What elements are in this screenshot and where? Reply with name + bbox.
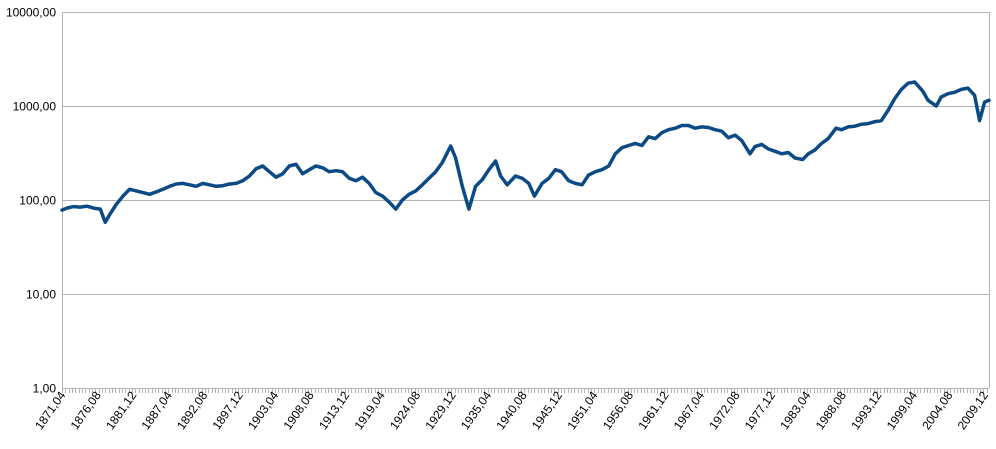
x-tick-label: 1967,04 [671,388,708,432]
x-tick-label: 1881,12 [103,388,140,432]
x-tick-label: 1892,08 [174,388,211,432]
y-tick-label: 1,00 [33,382,57,396]
x-tick-label: 1961,12 [635,388,672,432]
x-tick-label: 2004,08 [919,388,956,432]
series-line [60,80,991,224]
x-tick-label: 1951,04 [564,388,601,432]
x-tick-label: 1897,12 [210,388,247,432]
y-tick-label: 10000,00 [6,6,56,20]
x-tick-label: 1945,12 [529,388,566,432]
series-layer [60,80,991,224]
x-tick-label: 2009,12 [955,388,992,432]
x-tick-label: 1924,08 [387,388,424,432]
x-tick-label: 1999,04 [884,388,921,432]
axes [62,12,990,393]
x-tick-label: 1908,08 [280,388,317,432]
x-tick-label: 1903,04 [245,388,282,432]
x-tick-label: 1887,04 [139,388,176,432]
x-tick-label: 1972,08 [706,388,743,432]
x-tick-label: 1876,08 [68,388,105,432]
x-tick-label: 1983,04 [777,388,814,432]
y-axis-tick-labels: 1,00 10,00 100,00 1000,00 10000,00 [6,6,56,396]
y-tick-label: 10,00 [26,288,56,302]
x-tick-label: 1913,12 [316,388,353,432]
x-tick-label: 1929,12 [422,388,459,432]
x-tick-label: 1956,08 [600,388,637,432]
y-tick-label: 100,00 [19,194,56,208]
x-tick-label: 1935,04 [458,388,495,432]
x-axis-tick-labels: 1871,04 1876,08 1881,12 1887,04 1892,08 1897,… [32,388,991,432]
y-tick-label: 1000,00 [13,100,57,114]
x-tick-label: 1988,08 [813,388,850,432]
gridlines [62,12,989,389]
x-tick-label: 1977,12 [742,388,779,432]
x-tick-label: 1919,04 [351,388,388,432]
x-tick-label: 1993,12 [848,388,885,432]
x-tick-label: 1940,08 [493,388,530,432]
